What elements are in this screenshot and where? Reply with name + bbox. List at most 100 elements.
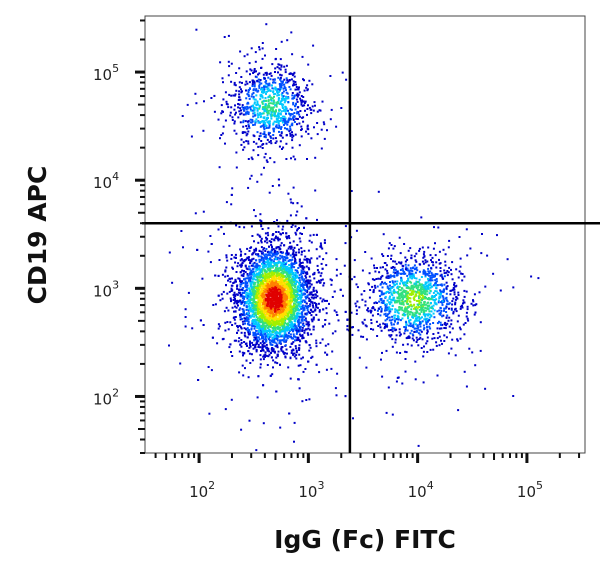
event-point: [267, 300, 270, 303]
event-point: [264, 301, 267, 304]
event-point: [241, 90, 243, 93]
event-point: [335, 274, 338, 277]
event-point: [297, 93, 300, 96]
event-point: [285, 281, 288, 284]
event-point: [279, 84, 282, 87]
event-point: [231, 187, 234, 190]
data-points: [168, 23, 540, 452]
event-point: [258, 327, 261, 330]
event-point: [266, 335, 268, 338]
event-point: [303, 226, 305, 229]
event-point: [190, 135, 193, 138]
event-point: [259, 113, 262, 115]
event-point: [280, 349, 283, 352]
event-point: [249, 316, 252, 319]
event-point: [247, 111, 250, 114]
event-point: [247, 296, 250, 298]
event-point: [254, 281, 257, 284]
event-point: [289, 132, 292, 135]
event-point: [319, 274, 322, 277]
event-point: [225, 256, 228, 259]
event-point: [307, 324, 310, 327]
event-point: [286, 286, 289, 289]
event-point: [284, 71, 287, 74]
event-point: [246, 273, 249, 275]
event-point: [253, 80, 256, 83]
event-point: [316, 295, 319, 298]
event-point: [264, 136, 267, 139]
event-point: [240, 341, 243, 344]
event-point: [209, 235, 212, 237]
event-point: [246, 247, 249, 250]
event-point: [262, 332, 265, 335]
event-point: [265, 354, 268, 357]
event-point: [280, 310, 283, 313]
event-point: [240, 258, 243, 261]
event-point: [276, 256, 279, 259]
event-point: [262, 314, 265, 317]
event-point: [281, 256, 284, 259]
event-point: [285, 339, 288, 342]
event-point: [269, 374, 272, 377]
event-point: [261, 89, 264, 92]
event-point: [293, 302, 296, 305]
event-point: [311, 310, 314, 313]
event-point: [235, 300, 238, 302]
event-point: [244, 83, 247, 86]
event-point: [296, 312, 299, 315]
event-point: [260, 125, 263, 128]
event-point: [288, 284, 291, 287]
event-point: [233, 122, 236, 125]
event-point: [344, 310, 347, 313]
event-point: [230, 94, 233, 97]
event-point: [282, 232, 284, 235]
event-point: [196, 248, 199, 251]
event-point: [260, 88, 262, 91]
event-point: [284, 275, 287, 278]
event-point: [270, 285, 273, 288]
event-point: [280, 283, 283, 286]
event-point: [187, 291, 190, 294]
event-point: [271, 102, 274, 105]
event-point: [270, 278, 273, 281]
event-point: [252, 140, 255, 143]
event-point: [288, 118, 291, 121]
event-point: [238, 308, 241, 311]
event-point: [298, 293, 301, 296]
event-point: [228, 93, 231, 96]
event-point: [278, 89, 281, 92]
event-point: [230, 193, 233, 196]
event-point: [268, 82, 271, 85]
event-point: [292, 294, 295, 297]
event-point: [249, 108, 252, 111]
event-point: [266, 231, 269, 234]
event-point: [277, 323, 280, 326]
event-point: [261, 47, 264, 50]
event-point: [261, 96, 264, 99]
event-point: [271, 84, 273, 87]
event-point: [292, 353, 295, 356]
event-point: [264, 54, 266, 57]
event-point: [287, 279, 290, 282]
event-point: [290, 293, 293, 296]
event-point: [291, 270, 294, 273]
event-point: [287, 284, 290, 287]
event-point: [279, 257, 282, 260]
event-point: [260, 283, 263, 285]
event-point: [258, 329, 260, 332]
event-point: [218, 166, 221, 169]
event-point: [275, 105, 278, 108]
event-point: [327, 343, 330, 346]
event-point: [234, 305, 237, 308]
event-point: [296, 92, 299, 95]
event-point: [225, 201, 228, 204]
event-point: [249, 306, 252, 309]
event-point: [289, 326, 292, 328]
event-point: [239, 307, 242, 310]
event-point: [250, 156, 253, 159]
event-point: [307, 322, 310, 325]
event-point: [290, 337, 293, 340]
event-point: [243, 297, 246, 300]
event-point: [252, 267, 255, 270]
event-point: [285, 120, 288, 123]
